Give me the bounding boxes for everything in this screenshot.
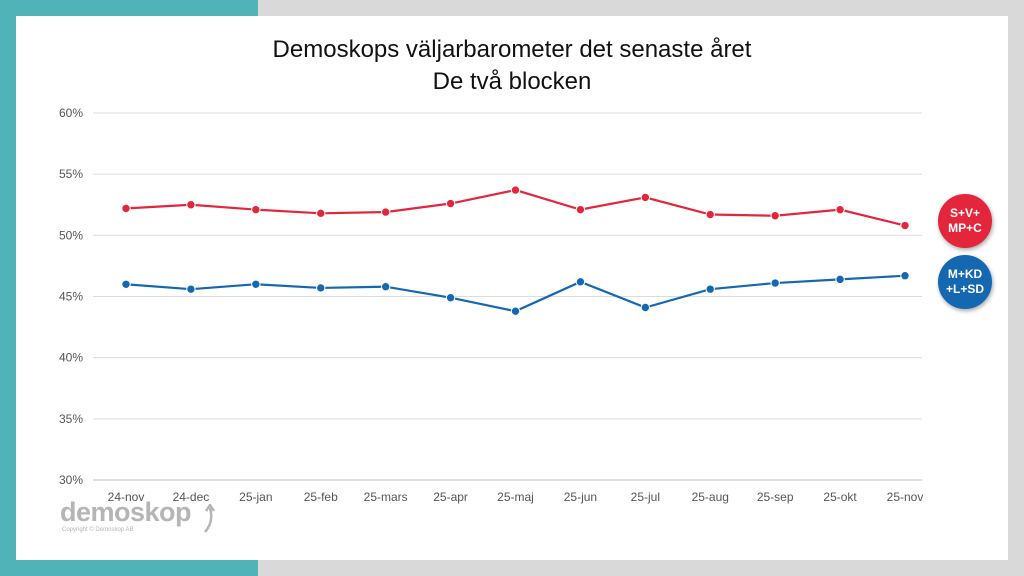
data-point (835, 204, 845, 215)
x-tick-label: 24-dec (173, 490, 210, 504)
demoskop-logo: demoskop Copyright © Demoskop AB (60, 497, 216, 533)
x-tick-label: 25-jul (631, 490, 660, 504)
data-point (510, 185, 521, 195)
data-point (121, 279, 131, 289)
data-point (445, 198, 456, 209)
y-tick-label: 35% (59, 412, 83, 426)
data-point (575, 204, 586, 215)
data-point (770, 211, 780, 221)
x-tick-label: 24-nov (108, 490, 145, 504)
legend-badge-red-line2: MP+C (948, 221, 982, 235)
data-point (186, 284, 196, 294)
data-point (121, 203, 131, 214)
data-point (510, 306, 521, 316)
data-point (380, 207, 391, 217)
y-tick-label: 60% (59, 106, 83, 120)
chart-title: Demoskops väljarbarometer det senaste år… (272, 36, 752, 63)
x-tick-label: 25-nov (887, 490, 924, 504)
legend-badge-blue-line2: +L+SD (945, 282, 984, 296)
data-point (640, 302, 651, 313)
logo-arrow-icon (204, 504, 216, 533)
x-tick-label: 25-apr (433, 490, 468, 504)
y-tick-label: 30% (59, 473, 83, 487)
data-point (705, 209, 715, 220)
data-point (705, 284, 715, 294)
legend-badge-red-bloc: S+V+ MP+C (938, 194, 992, 248)
x-tick-label: 25-mars (364, 490, 408, 504)
y-tick-label: 55% (59, 167, 83, 181)
logo-wordmark: demoskop (60, 497, 192, 527)
y-tick-label: 50% (59, 228, 83, 242)
data-point (251, 279, 261, 289)
data-point (445, 293, 456, 303)
x-tick-label: 25-jun (564, 490, 597, 504)
x-tick-label: 25-sep (757, 490, 794, 504)
chart-subtitle: De två blocken (432, 68, 592, 95)
data-point (835, 274, 845, 285)
data-point (186, 200, 196, 210)
legend-badge-red-line1: S+V+ (949, 206, 981, 220)
series-line-blue-bloc (125, 274, 906, 313)
x-tick-label: 25-maj (497, 490, 534, 504)
y-tick-label: 45% (59, 290, 83, 304)
data-point (316, 283, 326, 293)
data-point (251, 204, 261, 215)
legend-badge-blue-line1: M+KD (947, 267, 983, 281)
data-point (900, 271, 910, 281)
data-point (575, 277, 586, 287)
logo-copyright: Copyright © Demoskop AB (62, 527, 134, 533)
x-tick-label: 25-okt (823, 490, 857, 504)
data-point (640, 192, 651, 203)
legend-badge-blue-bloc: M+KD +L+SD (938, 255, 992, 309)
x-tick-label: 25-jan (239, 490, 272, 504)
x-tick-label: 25-aug (692, 490, 729, 504)
data-point (316, 208, 326, 219)
y-tick-label: 40% (59, 351, 83, 365)
series-line-red-bloc (125, 188, 906, 227)
data-point (770, 278, 780, 288)
data-point (900, 220, 910, 231)
data-point (380, 282, 391, 292)
x-tick-label: 25-feb (304, 490, 338, 504)
